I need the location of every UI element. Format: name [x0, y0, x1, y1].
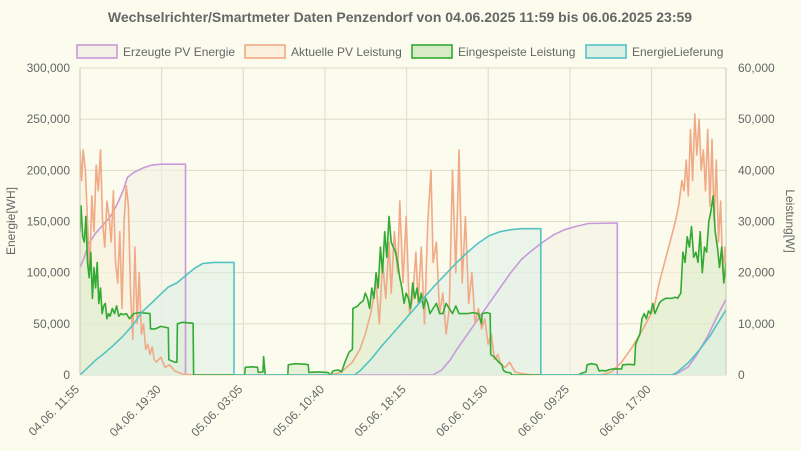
y-left-tick-label: 200,000: [27, 163, 71, 177]
y-left-tick-label: 250,000: [27, 112, 71, 126]
legend-swatch: [76, 44, 118, 59]
x-tick-label: 04.06. 11:55: [26, 382, 83, 439]
y-left-axis-title: Energie[WH]: [4, 187, 18, 255]
legend-item[interactable]: Eingespeiste Leistung: [411, 44, 575, 59]
x-tick-label: 05.06. 18:15: [352, 382, 409, 439]
series-area-0: [80, 164, 726, 375]
legend-swatch: [585, 44, 627, 59]
y-left-tick-label: 300,000: [27, 61, 71, 75]
legend-item[interactable]: Erzeugte PV Energie: [76, 44, 235, 59]
legend-label: Eingespeiste Leistung: [458, 45, 575, 59]
chart-title: Wechselrichter/Smartmeter Daten Penzendo…: [108, 9, 692, 25]
x-tick-label: 05.06. 10:40: [270, 382, 327, 439]
legend-label: Aktuelle PV Leistung: [291, 45, 402, 59]
y-right-axis-title: Leistung[W]: [783, 189, 797, 252]
x-tick-label: 06.06. 17:00: [597, 382, 654, 439]
y-left-tick-label: 0: [63, 368, 70, 382]
x-tick-label: 04.06. 19:30: [107, 382, 164, 439]
series-group: [80, 113, 726, 375]
series-line-0: [80, 163, 726, 375]
x-tick-label: 06.06. 01:50: [433, 382, 490, 439]
legend-item[interactable]: Aktuelle PV Leistung: [244, 44, 402, 59]
series-line-2: [80, 195, 726, 375]
y-right-tick-label: 40,000: [738, 163, 775, 177]
series-line-3: [80, 227, 726, 375]
y-left-tick-label: 100,000: [27, 266, 71, 280]
legend-label: EnergieLieferung: [632, 45, 723, 59]
y-right-tick-label: 60,000: [738, 61, 775, 75]
legend-item[interactable]: EnergieLieferung: [585, 44, 723, 59]
x-tick-label: 06.06. 09:25: [515, 382, 572, 439]
y-right-tick-label: 50,000: [738, 112, 775, 126]
series-area-3: [80, 228, 726, 375]
legend[interactable]: Erzeugte PV Energie Aktuelle PV Leistung E…: [76, 44, 723, 59]
legend-swatch: [244, 44, 286, 59]
y-right-tick-label: 0: [738, 368, 745, 382]
legend-label: Erzeugte PV Energie: [123, 45, 235, 59]
x-tick-label: 05.06. 03:05: [188, 382, 245, 439]
y-right-tick-label: 30,000: [738, 215, 775, 229]
y-left-tick-label: 150,000: [27, 215, 71, 229]
y-right-tick-label: 20,000: [738, 266, 775, 280]
y-right-tick-label: 10,000: [738, 317, 775, 331]
series-layer: [80, 113, 726, 375]
legend-swatch: [411, 44, 453, 59]
y-left-tick-label: 50,000: [33, 317, 70, 331]
